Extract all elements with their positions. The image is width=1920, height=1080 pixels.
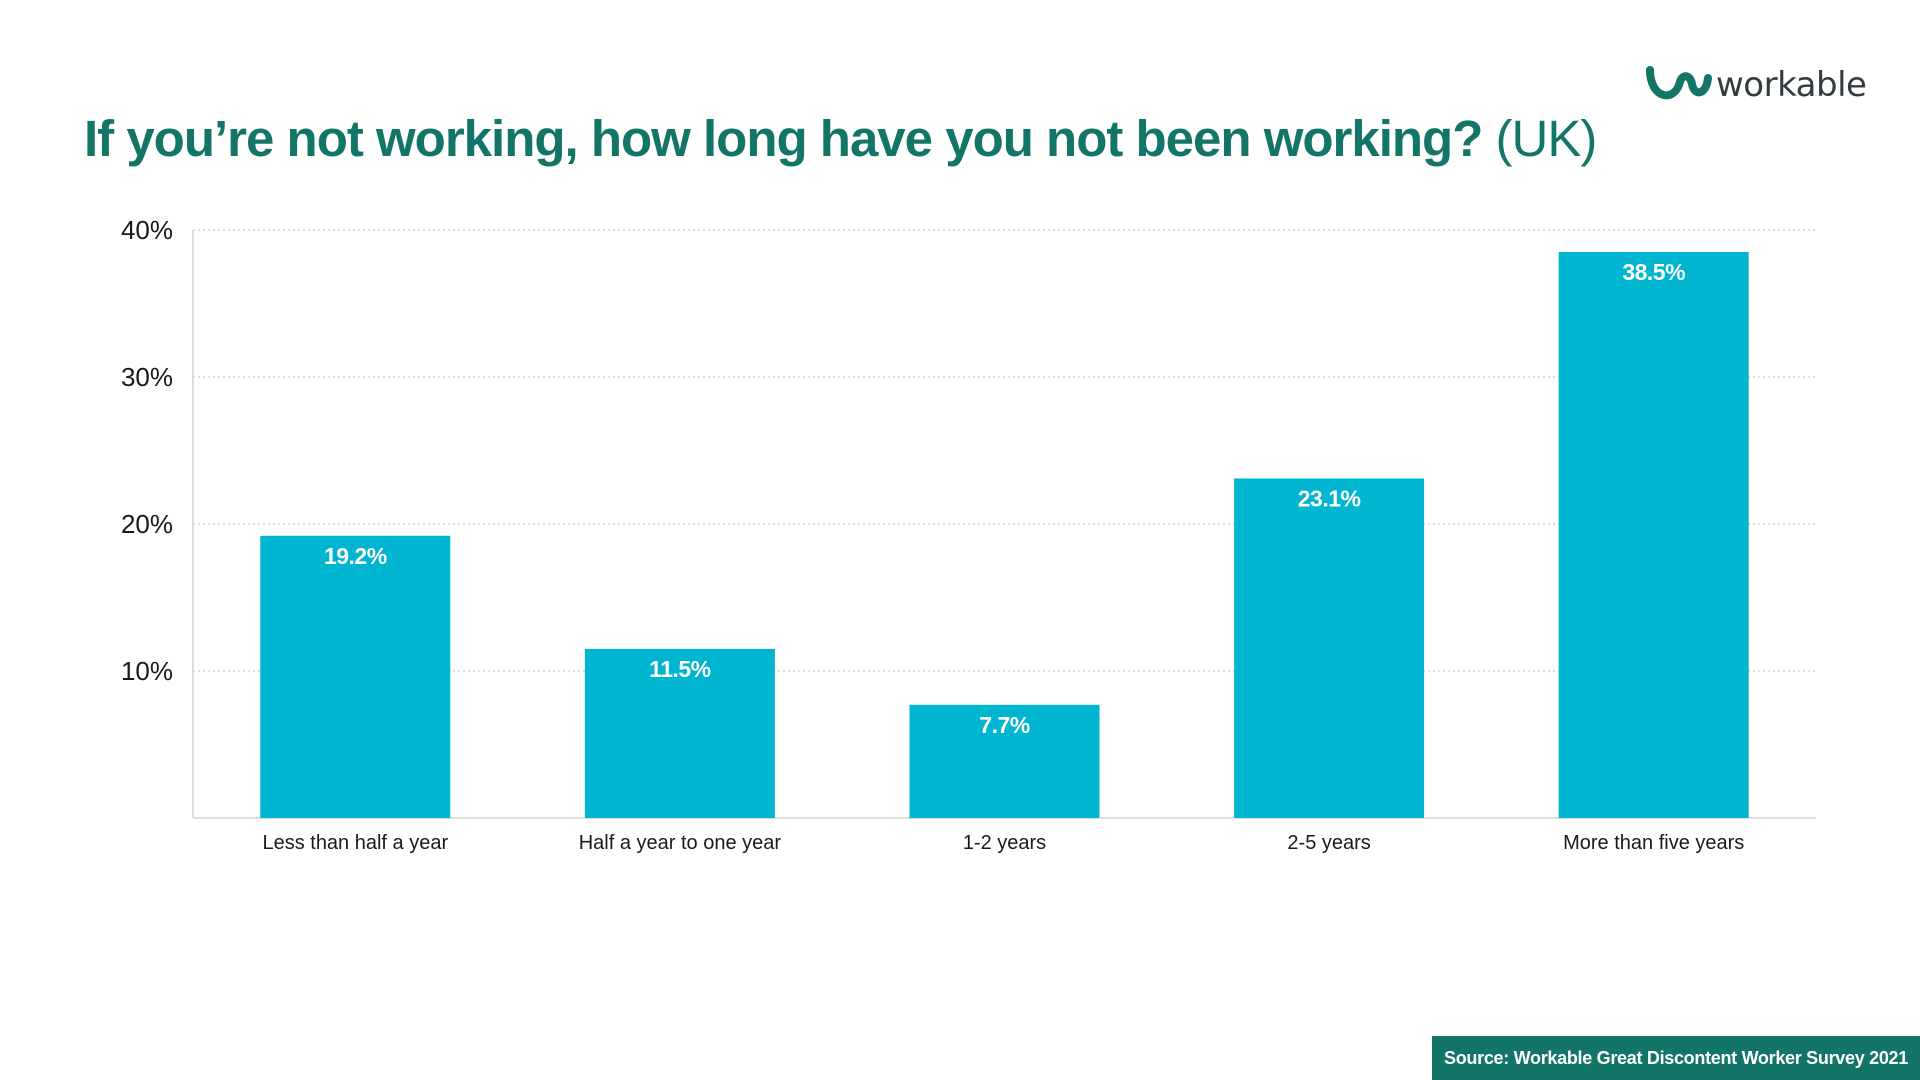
x-category-label: Half a year to one year xyxy=(579,832,782,854)
bar xyxy=(1234,478,1425,818)
bar xyxy=(260,535,451,818)
workable-logo: workable xyxy=(1644,60,1867,110)
bar-value-label: 11.5% xyxy=(649,656,710,682)
x-category-label: More than five years xyxy=(1563,832,1744,854)
bar-value-label: 7.7% xyxy=(979,712,1029,738)
x-category-label: 2-5 years xyxy=(1287,832,1370,854)
title-main: If you’re not working, how long have you… xyxy=(84,110,1483,167)
workable-logo-icon xyxy=(1646,66,1712,100)
bar-value-label: 38.5% xyxy=(1622,259,1685,285)
bar xyxy=(909,704,1100,818)
bar-value-label: 23.1% xyxy=(1298,485,1361,511)
y-tick-label: 30% xyxy=(121,362,173,392)
x-category-label: Less than half a year xyxy=(262,832,448,854)
y-tick-label: 40% xyxy=(121,215,173,245)
source-note: Source: Workable Great Discontent Worker… xyxy=(1432,1036,1920,1080)
y-tick-label: 20% xyxy=(121,509,173,539)
bar-value-label: 19.2% xyxy=(324,543,387,569)
logo-text: workable xyxy=(1716,65,1867,105)
y-tick-label: 10% xyxy=(121,656,173,686)
bar xyxy=(1558,252,1749,819)
page-title: If you’re not working, how long have you… xyxy=(84,104,1598,174)
x-category-label: 1-2 years xyxy=(963,832,1046,854)
title-suffix: (UK) xyxy=(1495,110,1598,167)
bar xyxy=(584,648,775,818)
